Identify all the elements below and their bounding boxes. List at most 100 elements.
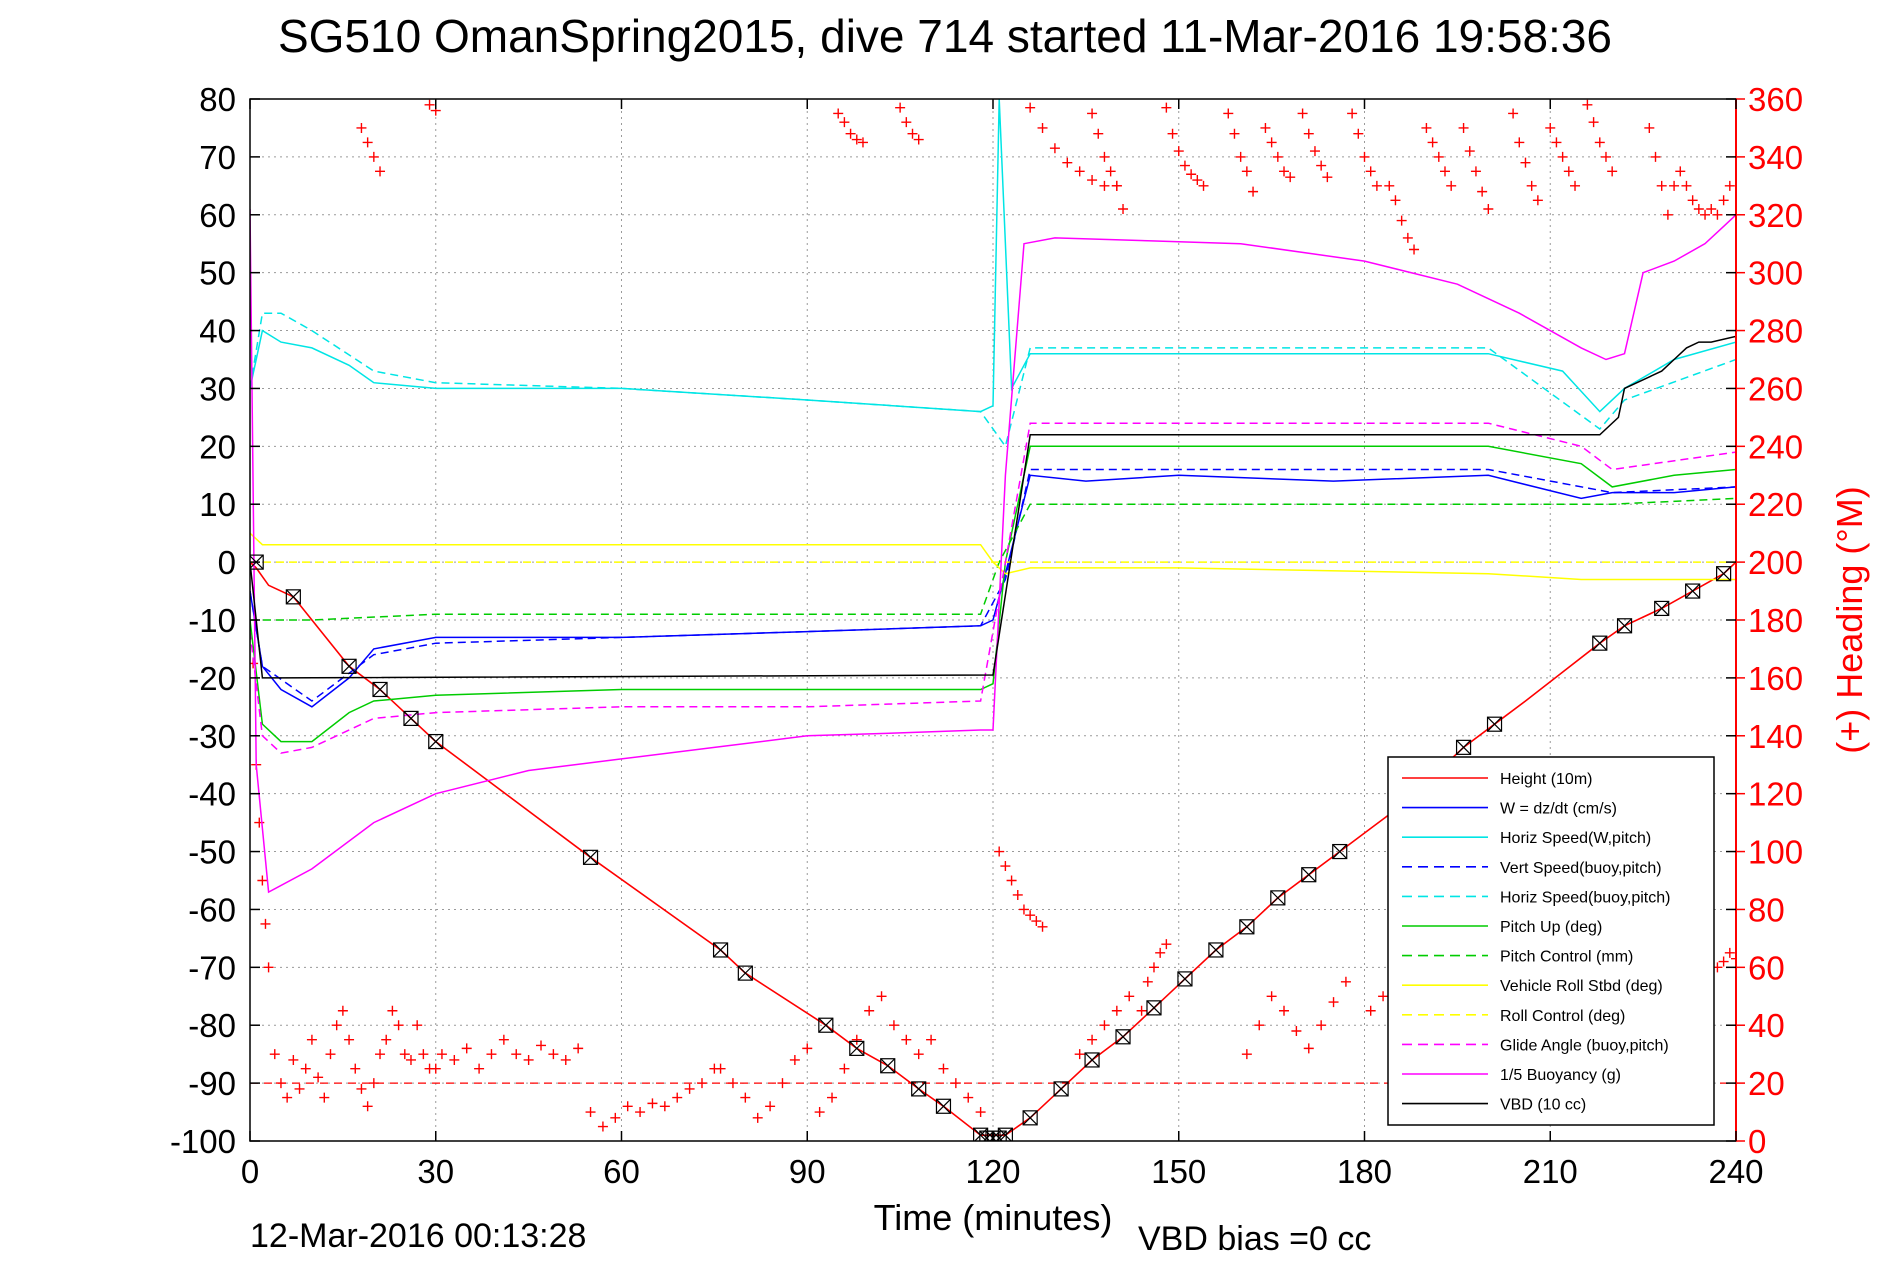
heading-point <box>1037 921 1048 932</box>
heading-point <box>356 1083 367 1094</box>
heading-point <box>381 1034 392 1045</box>
y-right-tick-label: 120 <box>1748 776 1803 813</box>
y-tick-label: -50 <box>188 834 236 871</box>
height-marker-box <box>991 1130 1007 1141</box>
y-tick-label: 40 <box>199 313 236 350</box>
heading-point <box>474 1063 485 1074</box>
heading-point <box>461 1043 472 1054</box>
heading-point <box>839 117 850 128</box>
heading-markers <box>250 99 1736 1132</box>
heading-point <box>659 1101 670 1112</box>
heading-point <box>1396 215 1407 226</box>
heading-point <box>260 918 271 929</box>
y-tick-label: 50 <box>199 255 236 292</box>
heading-point <box>1037 122 1048 133</box>
heading-point <box>1316 1020 1327 1031</box>
heading-point <box>337 1005 348 1016</box>
heading-point <box>857 137 868 148</box>
heading-point <box>802 1043 813 1054</box>
y-right-tick-label: 100 <box>1748 834 1803 871</box>
heading-point <box>684 1083 695 1094</box>
series-line <box>250 312 1736 449</box>
heading-point <box>1712 209 1723 220</box>
height-marker-cross <box>1716 566 1732 582</box>
y-tick-label: -30 <box>188 718 236 755</box>
heading-point <box>1322 172 1333 183</box>
heading-point <box>523 1054 534 1065</box>
heading-point <box>430 1063 441 1074</box>
y-right-tick-label: 360 <box>1748 81 1803 118</box>
heading-point <box>1570 180 1581 191</box>
heading-point <box>975 1107 986 1118</box>
heading-point <box>1724 180 1735 191</box>
height-marker-cross <box>997 1127 1013 1141</box>
heading-point <box>1142 976 1153 987</box>
height-marker-cross <box>979 1130 995 1141</box>
footer-vbd-bias: VBD bias =0 cc <box>1138 1220 1371 1258</box>
series-line <box>250 99 1736 413</box>
height-marker-box <box>712 942 729 958</box>
heading-point <box>1446 180 1457 191</box>
x-tick-label: 240 <box>1708 1153 1763 1190</box>
height-marker-cross <box>1022 1110 1038 1126</box>
heading-point <box>1148 962 1159 973</box>
height-marker <box>1022 1110 1038 1126</box>
heading-point <box>1291 1026 1302 1037</box>
height-marker-box <box>935 1098 952 1114</box>
height-marker <box>1084 1052 1100 1068</box>
heading-point <box>1700 209 1711 220</box>
heading-point <box>1675 166 1686 177</box>
height-marker-box <box>997 1127 1013 1141</box>
heading-point <box>1186 169 1197 180</box>
heading-point <box>1458 122 1469 133</box>
heading-point <box>393 1020 404 1031</box>
heading-point <box>1563 166 1574 177</box>
height-marker-cross <box>1487 716 1502 732</box>
y-right-tick-label: 280 <box>1748 313 1803 350</box>
heading-point <box>1600 151 1611 162</box>
heading-point <box>1378 991 1389 1002</box>
y-right-tick-label: 20 <box>1748 1065 1785 1102</box>
heading-point <box>1594 137 1605 148</box>
y-tick-label: -60 <box>188 891 236 928</box>
heading-point <box>1662 209 1673 220</box>
height-marker-box <box>1208 942 1224 958</box>
heading-point <box>1353 128 1364 139</box>
height-marker-box <box>372 681 388 698</box>
heading-point <box>1731 953 1736 964</box>
heading-point <box>963 1092 974 1103</box>
height-marker-box <box>1592 635 1608 651</box>
height-marker-cross <box>737 965 753 981</box>
height-marker-box <box>973 1127 989 1141</box>
heading-point <box>399 1049 410 1060</box>
heading-point <box>1241 1049 1252 1060</box>
heading-point <box>1062 157 1073 168</box>
x-tick-label: 120 <box>965 1153 1020 1190</box>
heading-point <box>1427 137 1438 148</box>
heading-point <box>356 122 367 133</box>
y-right-tick-label: 180 <box>1748 602 1803 639</box>
heading-point <box>486 1049 497 1060</box>
heading-point <box>752 1112 763 1123</box>
height-marker <box>1654 600 1670 617</box>
legend-label: W = dz/dt (cm/s) <box>1500 801 1617 818</box>
heading-point <box>387 1005 398 1016</box>
heading-point <box>1607 166 1618 177</box>
heading-point <box>610 1112 621 1123</box>
heading-point <box>1384 180 1395 191</box>
legend-label: Pitch Control (mm) <box>1500 949 1633 966</box>
heading-point <box>672 1092 683 1103</box>
heading-point <box>1179 160 1190 171</box>
heading-point <box>1409 244 1420 255</box>
heading-point <box>926 1034 937 1045</box>
height-marker <box>1332 843 1348 860</box>
heading-point <box>1706 203 1717 214</box>
heading-point <box>635 1107 646 1118</box>
heading-point <box>1012 889 1023 900</box>
height-marker-cross <box>818 1017 834 1033</box>
y-tick-label: -10 <box>188 602 236 639</box>
height-marker-box <box>1486 716 1503 732</box>
heading-point <box>1359 151 1370 162</box>
heading-point <box>257 875 268 886</box>
